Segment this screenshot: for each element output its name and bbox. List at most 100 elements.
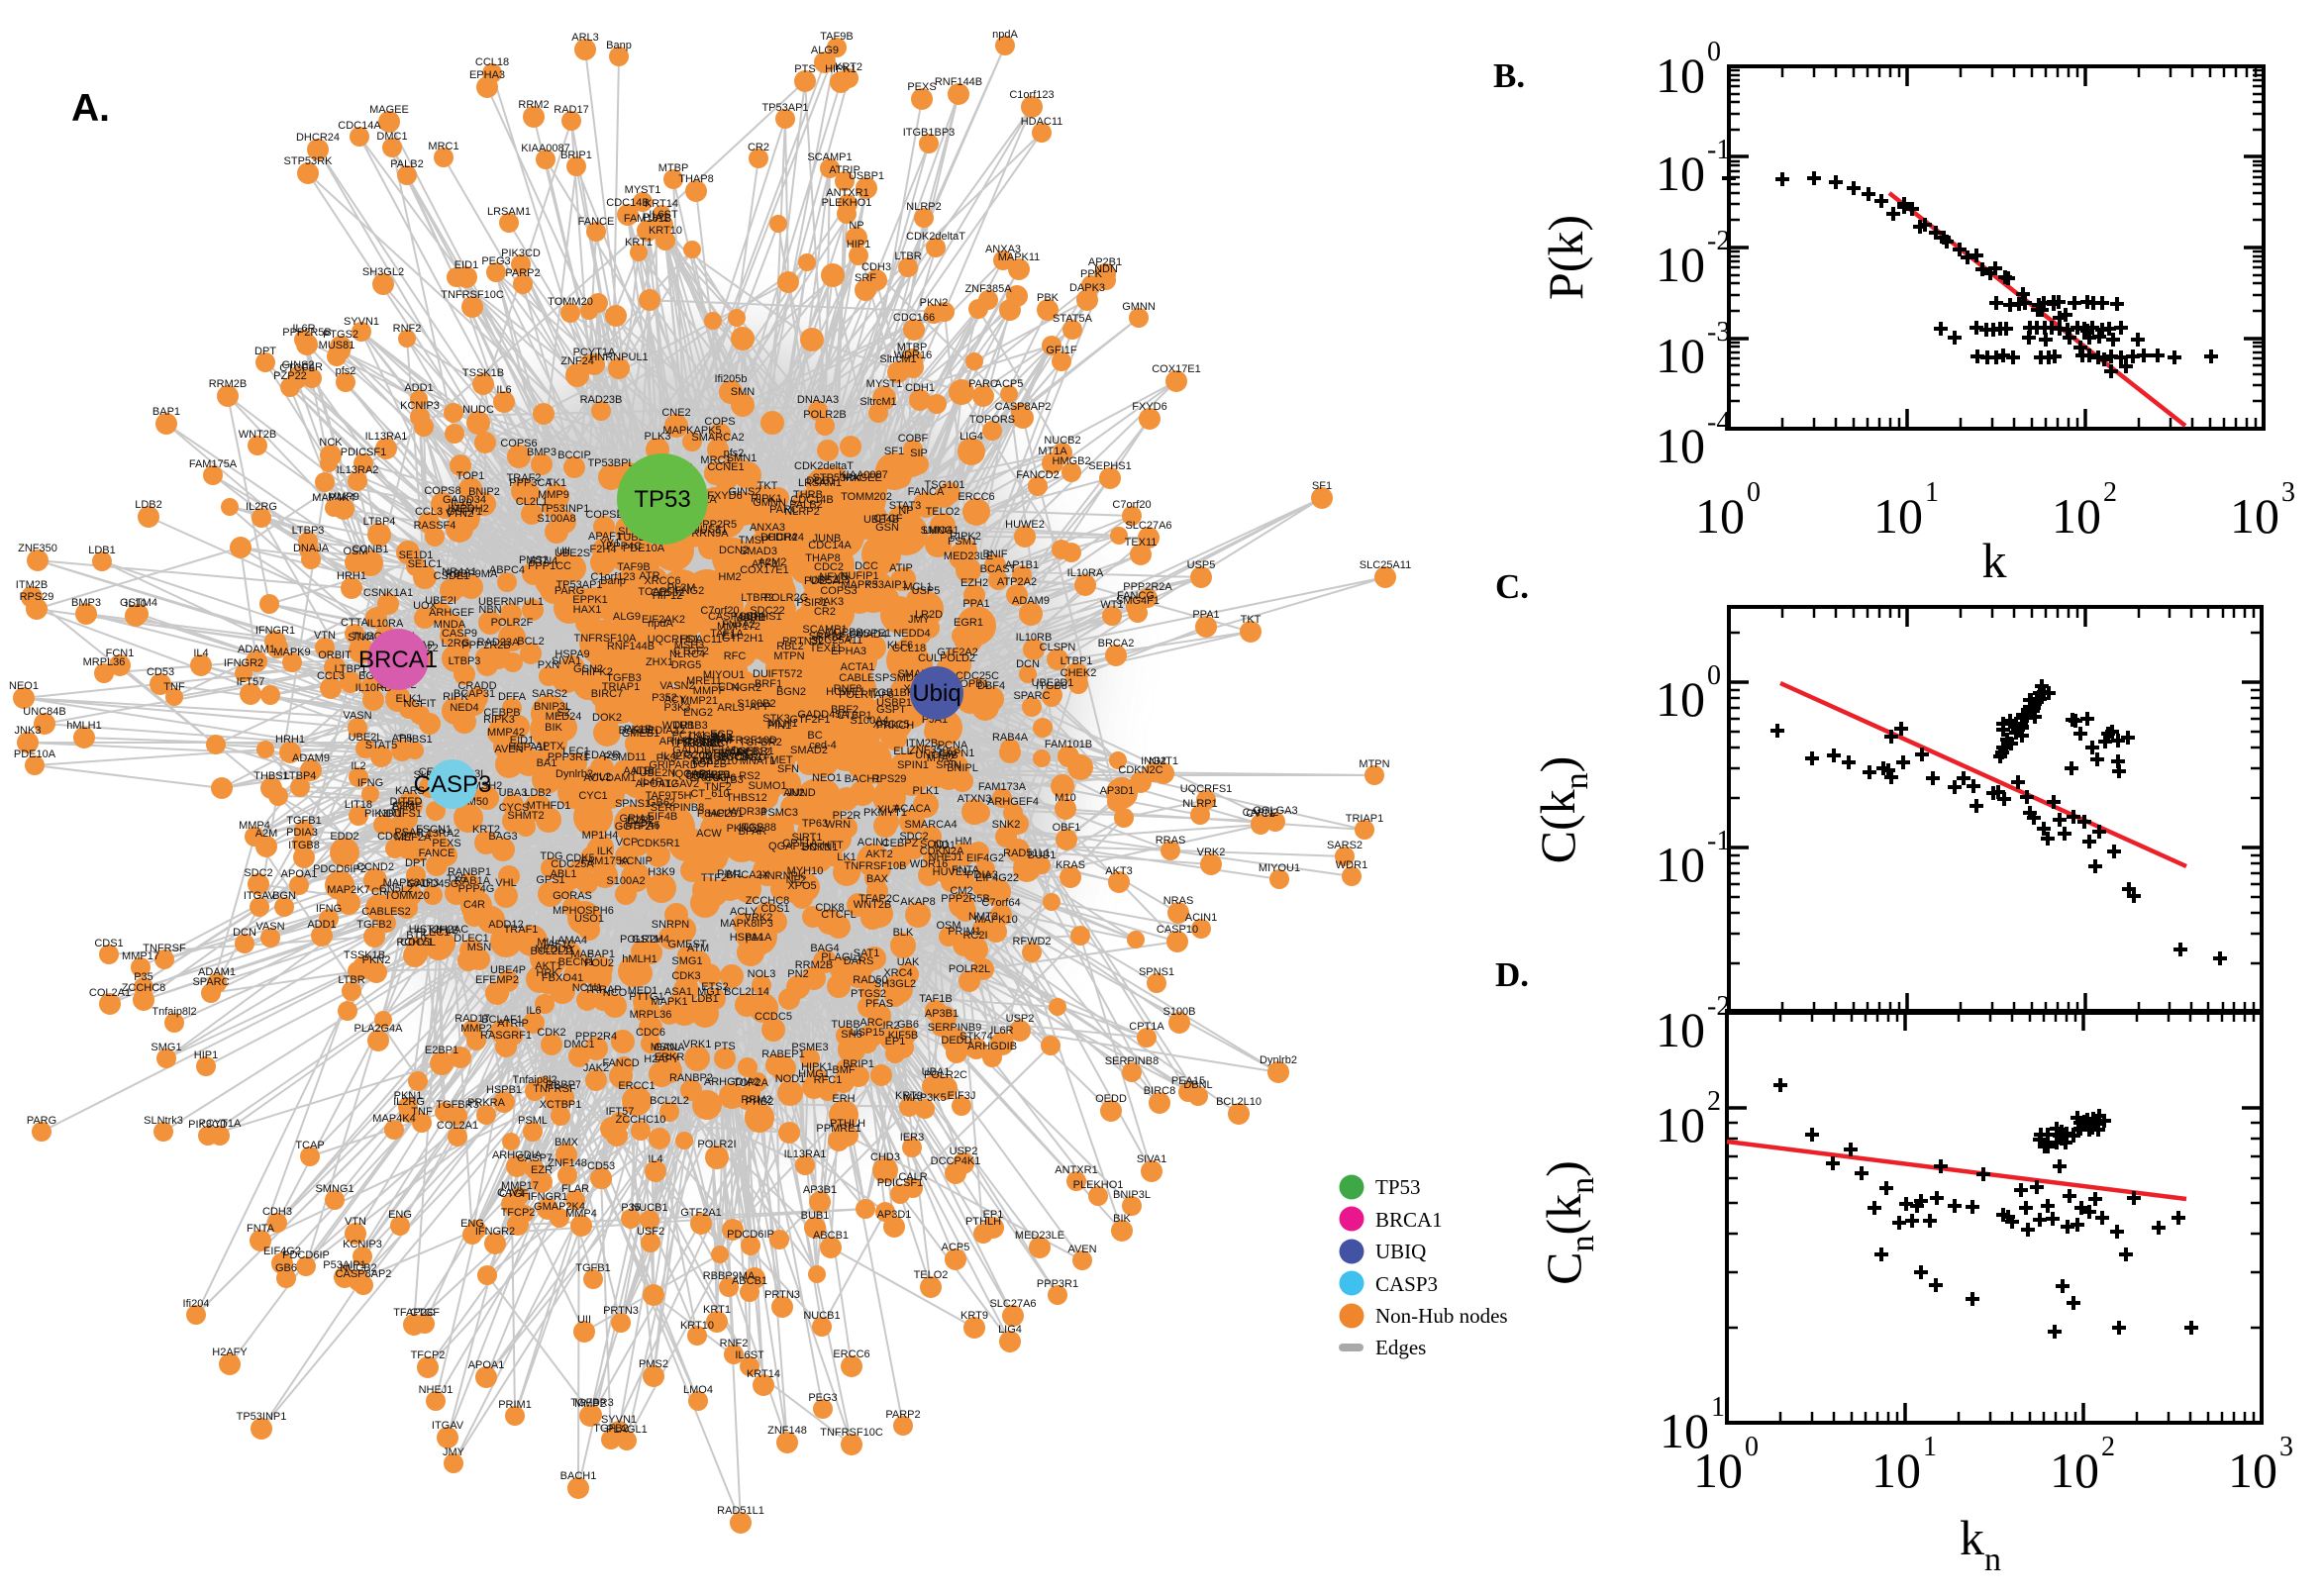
svg-text:CTGF: CTGF	[499, 1188, 529, 1200]
svg-text:TRAF1: TRAF1	[504, 924, 539, 936]
svg-text:RRM2B: RRM2B	[209, 378, 248, 390]
svg-text:MNAT1: MNAT1	[740, 755, 775, 767]
svg-text:CSDE1: CSDE1	[434, 570, 470, 582]
svg-text:KIF1B: KIF1B	[429, 925, 459, 937]
svg-text:USP2: USP2	[950, 1146, 978, 1157]
svg-text:MAP3K5: MAP3K5	[903, 1092, 946, 1104]
svg-text:RPS29: RPS29	[20, 591, 54, 603]
svg-text:LMO4: LMO4	[683, 1384, 713, 1396]
svg-text:MMP172: MMP172	[717, 621, 760, 633]
svg-text:KRT10: KRT10	[649, 225, 682, 237]
svg-text:GMNN: GMNN	[753, 497, 786, 509]
svg-text:ATM: ATM	[687, 943, 709, 954]
svg-text:ELK1: ELK1	[396, 693, 423, 705]
svg-text:ACACA: ACACA	[893, 803, 932, 815]
svg-text:XILT: XILT	[877, 804, 900, 816]
svg-text:PKMYT1: PKMYT1	[863, 807, 907, 819]
svg-text:MCL1: MCL1	[903, 581, 932, 593]
svg-text:TK1: TK1	[547, 477, 566, 489]
svg-text:LTBP3: LTBP3	[292, 525, 325, 537]
svg-text:CDC42: CDC42	[685, 770, 721, 782]
svg-text:IFNG2: IFNG2	[672, 585, 704, 597]
svg-text:HAX1: HAX1	[573, 604, 602, 616]
svg-text:-1: -1	[1707, 826, 1730, 856]
svg-text:ZHX1: ZHX1	[646, 656, 673, 668]
svg-text:KIAA0087: KIAA0087	[521, 143, 570, 154]
svg-text:IL10RB: IL10RB	[1016, 632, 1053, 644]
svg-text:APOA1: APOA1	[468, 1359, 505, 1371]
svg-text:NUCB12: NUCB12	[718, 751, 760, 763]
svg-text:USF2: USF2	[637, 1226, 664, 1238]
svg-text:KRT2: KRT2	[472, 824, 500, 836]
svg-text:KRT2: KRT2	[835, 61, 862, 73]
svg-text:MED1: MED1	[628, 985, 658, 997]
svg-text:CDC6: CDC6	[636, 1027, 665, 1039]
svg-text:TELO2: TELO2	[914, 1269, 949, 1281]
svg-text:UBERNPUL1: UBERNPUL1	[478, 596, 544, 608]
svg-text:MAPK81P3: MAPK81P3	[383, 877, 440, 889]
svg-text:NEDD8: NEDD8	[535, 944, 571, 955]
svg-text:STK4: STK4	[348, 632, 375, 644]
svg-text:HIPK1: HIPK1	[801, 1061, 833, 1073]
svg-text:PTTG1: PTTG1	[629, 991, 663, 1003]
svg-text:ALG9: ALG9	[811, 45, 839, 56]
svg-text:-2: -2	[1707, 991, 1730, 1022]
svg-text:CDH1: CDH1	[905, 382, 935, 394]
svg-text:RRM2: RRM2	[741, 1094, 771, 1106]
svg-text:EIF3F: EIF3F	[392, 801, 422, 813]
svg-text:GOLGA3: GOLGA3	[1253, 805, 1297, 817]
svg-text:PRTN3: PRTN3	[603, 1305, 639, 1317]
svg-text:ERH: ERH	[832, 1093, 855, 1105]
svg-text:STAT5A: STAT5A	[1053, 313, 1093, 325]
svg-text:IL6ST: IL6ST	[649, 209, 678, 221]
svg-text:BRCA1: BRCA1	[1375, 1208, 1443, 1232]
svg-text:PALB2: PALB2	[789, 499, 822, 511]
svg-text:CDC166: CDC166	[893, 312, 935, 324]
svg-text:CDC2: CDC2	[814, 561, 844, 573]
svg-text:IFNGR1: IFNGR1	[528, 1191, 567, 1203]
svg-text:TRIAP1: TRIAP1	[1346, 813, 1384, 825]
svg-text:TRAF6: TRAF6	[702, 772, 737, 784]
svg-text:2: 2	[2101, 1432, 2115, 1462]
svg-text:THBS1: THBS1	[253, 770, 288, 782]
svg-text:BCL2: BCL2	[517, 636, 545, 648]
svg-text:IL10: IL10	[125, 598, 146, 610]
svg-text:AATF: AATF	[623, 765, 651, 777]
svg-text:SNK2: SNK2	[992, 819, 1021, 831]
svg-text:PK3: PK3	[656, 752, 677, 764]
svg-text:PPP2R2A: PPP2R2A	[1123, 581, 1172, 593]
svg-text:FLAR: FLAR	[561, 1183, 589, 1195]
svg-text:A2M: A2M	[392, 800, 415, 812]
svg-text:AVEN: AVEN	[1067, 1244, 1096, 1255]
svg-text:DARS: DARS	[844, 955, 874, 967]
svg-text:BAG3: BAG3	[488, 831, 517, 843]
svg-text:RFC1: RFC1	[814, 1074, 843, 1086]
svg-text:CASP4: CASP4	[708, 611, 744, 623]
svg-text:CD53: CD53	[147, 666, 174, 678]
svg-text:DCN: DCN	[233, 927, 256, 939]
svg-text:DCN2: DCN2	[719, 545, 749, 556]
svg-text:P35: P35	[134, 971, 153, 983]
svg-text:VRK1: VRK1	[683, 1039, 712, 1050]
svg-text:IFT572: IFT572	[768, 668, 803, 680]
svg-text:PSMD1: PSMD1	[882, 672, 920, 684]
svg-text:GINS2: GINS2	[281, 359, 314, 371]
svg-text:PRKCH: PRKCH	[876, 720, 915, 732]
svg-text:PCYT1A: PCYT1A	[199, 1118, 242, 1130]
svg-text:ITGAV: ITGAV	[432, 1420, 464, 1432]
svg-text:SRF: SRF	[855, 272, 876, 284]
svg-text:ITGAV: ITGAV	[244, 890, 276, 902]
svg-text:COBF: COBF	[898, 433, 929, 445]
svg-text:GB6: GB6	[275, 1262, 297, 1274]
svg-text:KLF6: KLF6	[887, 640, 913, 651]
svg-text:SF1: SF1	[1312, 480, 1332, 492]
svg-text:SMG1: SMG1	[151, 1042, 181, 1053]
svg-text:PSME3: PSME3	[791, 1042, 828, 1053]
svg-text:ERCC1: ERCC1	[618, 1080, 655, 1092]
svg-text:PL2M: PL2M	[667, 582, 696, 594]
svg-text:KRT1: KRT1	[703, 1304, 731, 1316]
svg-text:UBE2L: UBE2L	[349, 732, 383, 744]
svg-text:SLC25A11: SLC25A11	[1360, 559, 1411, 571]
svg-text:C4R: C4R	[463, 899, 485, 911]
svg-text:SMAD2: SMAD2	[790, 745, 828, 756]
